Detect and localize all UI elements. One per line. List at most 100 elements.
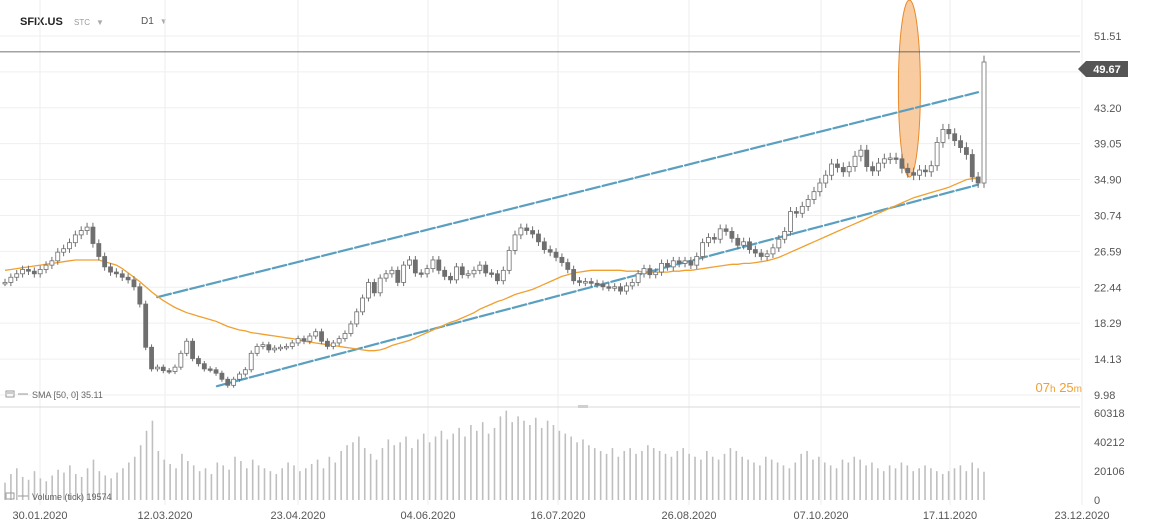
candle-body (747, 241, 752, 250)
sma-layer (4, 177, 979, 352)
candle-body (20, 269, 25, 275)
candle-body (395, 269, 401, 283)
candle-body (770, 247, 776, 255)
candle-body (776, 238, 782, 249)
price-badge-text: 49.67 (1093, 64, 1121, 76)
highlight-ellipse (897, 0, 921, 178)
candle-body (231, 378, 237, 386)
candle-body (96, 243, 102, 257)
candle-body (102, 256, 108, 268)
volume-legend: Volume (tick) 19574 (5, 492, 112, 502)
candle-body (225, 378, 231, 386)
candle-body (377, 277, 383, 294)
x-axis-tick-label: 30.01.2020 (12, 510, 67, 522)
candle-body (606, 286, 612, 289)
y-axis-tick-label: 18.29 (1094, 318, 1122, 330)
candle-body (676, 260, 682, 264)
candle-body (37, 269, 43, 275)
y-axis-tick-label: 51.51 (1094, 31, 1122, 43)
candle-body (442, 269, 448, 277)
candle-body (14, 273, 20, 278)
candle-body (635, 273, 641, 283)
candle-body (612, 286, 618, 289)
candle-body (430, 259, 436, 270)
chevron-down-icon: ▼ (96, 18, 104, 27)
candle-body (407, 259, 412, 266)
x-axis-tick-label: 23.12.2020 (1054, 510, 1109, 522)
x-axis-tick-label: 17.11.2020 (923, 510, 977, 522)
y-axis-tick-label: 14.13 (1094, 354, 1122, 366)
pane-resize-handle[interactable] (578, 405, 588, 408)
candle-body (90, 226, 96, 244)
timeframe-selector[interactable]: D1 ▼ (141, 16, 168, 27)
candle-body (969, 154, 975, 178)
candle-body (207, 368, 213, 371)
countdown-text: 07h 25m (1036, 380, 1082, 395)
legend-box-icon[interactable] (5, 492, 15, 500)
candles-layer (2, 55, 987, 388)
chart-type-selector[interactable]: STC ▼ (74, 18, 104, 27)
chart-toolbar: SFIX.US STC ▼ D1 ▼ (0, 0, 1151, 40)
candle-body (782, 231, 788, 240)
candle-body (254, 346, 260, 354)
candle-body (928, 165, 934, 173)
candle-body (108, 266, 113, 273)
candle-body (242, 369, 248, 375)
candle-body (401, 264, 407, 283)
candle-body (459, 266, 465, 276)
y-axis-tick-label: 22.44 (1094, 282, 1122, 294)
axis-labels-layer: 30.01.2020 12.03.2020 23.04.2020 04.06.2020… (12, 31, 1124, 522)
candle-body (155, 366, 160, 370)
volume-axis-tick-label: 60318 (1094, 408, 1125, 420)
candle-body (729, 231, 735, 239)
candle-body (424, 268, 430, 275)
volume-axis-tick-label: 0 (1094, 495, 1100, 507)
vertical-gridlines (39, 0, 1083, 505)
candle-body (647, 268, 653, 276)
sma-legend-text: SMA [50, 0] 35.11 (32, 390, 103, 400)
candle-body (506, 250, 512, 271)
y-axis-tick-label: 9.98 (1094, 390, 1115, 402)
candle-body (530, 230, 536, 235)
candle-body (489, 272, 494, 275)
candle-body (846, 166, 852, 173)
candle-body (547, 249, 553, 253)
candle-body (624, 285, 629, 292)
candle-body (893, 157, 899, 160)
candle-body (319, 331, 324, 342)
candle-body (336, 338, 342, 344)
candle-body (248, 352, 254, 371)
candle-body (160, 366, 166, 372)
candle-body (172, 366, 178, 372)
candle-body (723, 228, 729, 232)
candle-body (917, 169, 922, 176)
candle-body (260, 344, 266, 347)
candle-body (752, 249, 758, 254)
candle-body (964, 147, 969, 155)
candle-body (817, 182, 823, 193)
x-axis-tick-label: 16.07.2020 (530, 510, 585, 522)
highlight-ellipse-layer (897, 0, 921, 178)
candle-body (283, 346, 289, 349)
candle-body (418, 272, 424, 275)
candle-body (835, 163, 840, 168)
symbol-label[interactable]: SFIX.US (20, 16, 63, 28)
candle-body (8, 276, 14, 283)
candle-body (301, 338, 307, 342)
candle-body (137, 286, 143, 305)
x-axis-tick-label: 26.08.2020 (661, 510, 716, 522)
candle-body (858, 149, 864, 157)
legend-box-icon[interactable] (5, 390, 15, 398)
candle-body (389, 269, 395, 275)
chevron-down-icon: ▼ (159, 17, 168, 26)
candle-body (665, 263, 670, 268)
candle-body (113, 271, 119, 275)
candle-body (78, 230, 84, 236)
candle-body (870, 166, 876, 172)
candle-body (659, 263, 664, 273)
candle-body (190, 340, 195, 359)
candle-body (758, 252, 764, 257)
candle-body (840, 167, 846, 173)
candle-body (700, 242, 706, 257)
